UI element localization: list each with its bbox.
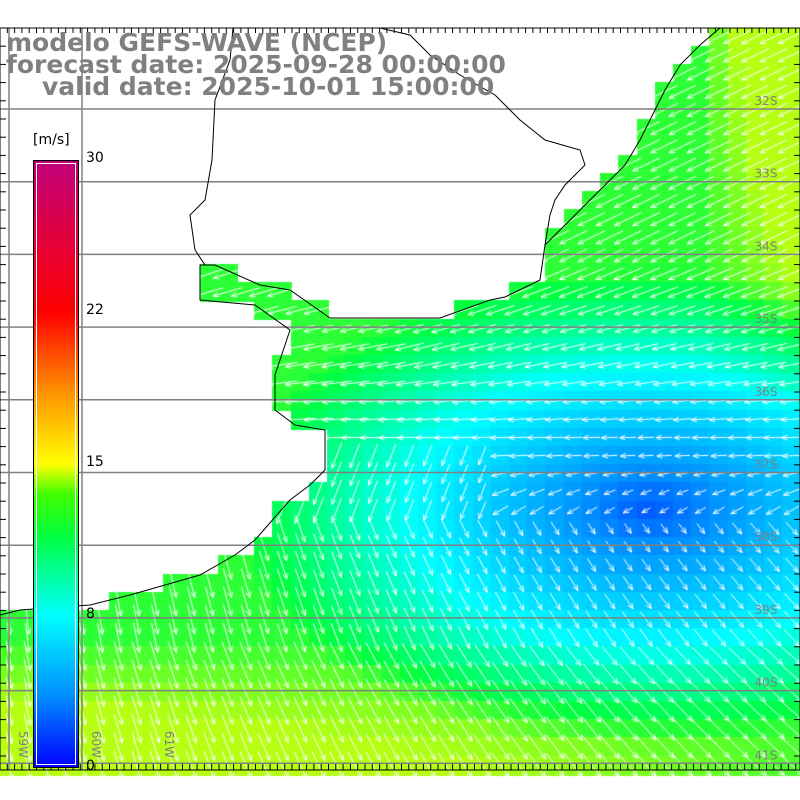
colorbar-tick: 22: [86, 302, 104, 318]
lat-label: 33S: [755, 167, 778, 181]
lon-label: 60W: [89, 731, 103, 758]
colorbar-unit: [m/s]: [33, 132, 70, 148]
lat-label: 36S: [755, 385, 778, 399]
map-frame: [0, 27, 800, 771]
lat-label: 34S: [755, 239, 778, 253]
lat-label: 38S: [755, 530, 778, 544]
lat-label: 39S: [755, 603, 778, 617]
colorbar-tick: 8: [86, 606, 95, 622]
colorbar: [33, 160, 79, 768]
coastline: [0, 27, 721, 616]
lat-label: 40S: [755, 676, 778, 690]
lat-label: 35S: [755, 312, 778, 326]
valid-date: valid date: 2025-10-01 15:00:00: [42, 72, 495, 101]
lon-label: 61W: [162, 731, 176, 758]
colorbar-tick: 15: [86, 454, 104, 470]
lat-label: 41S: [755, 748, 778, 762]
forecast-date: forecast date: 2025-09-28 00:00:00: [6, 50, 506, 79]
lat-label: 37S: [755, 458, 778, 472]
river-border: [189, 27, 234, 266]
model-title: modelo GEFS-WAVE (NCEP): [6, 28, 388, 57]
border-line: [379, 27, 586, 246]
lat-label: 32S: [755, 94, 778, 108]
lon-label: 59W: [16, 731, 30, 758]
colorbar-tick: 30: [86, 150, 104, 166]
colorbar-tick: 0: [86, 758, 95, 774]
